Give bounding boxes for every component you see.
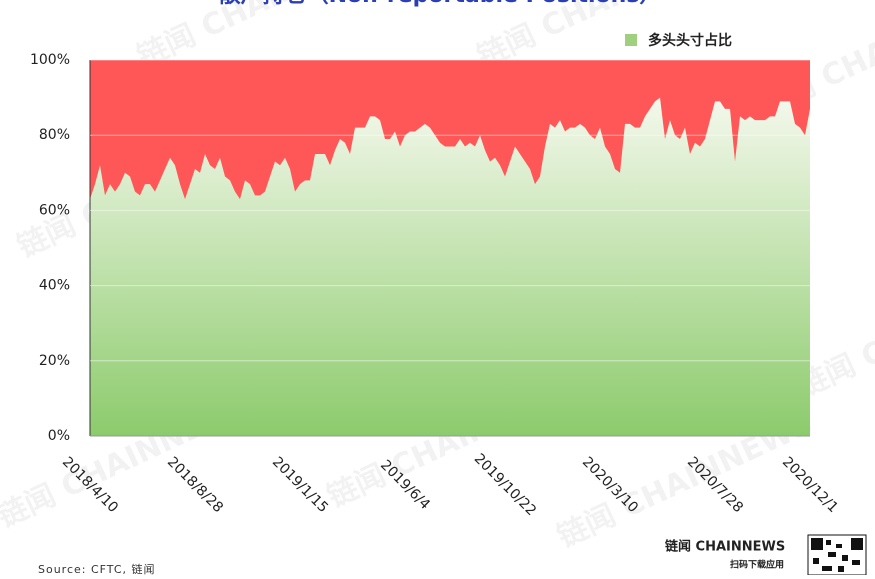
y-tick-label: 20% — [39, 353, 70, 369]
x-tick-label: 2019/10/22 — [471, 451, 539, 519]
y-tick-label: 80% — [39, 127, 70, 143]
y-tick-label: 0% — [48, 428, 70, 444]
qr-code — [807, 534, 867, 576]
x-tick-label: 2019/1/15 — [269, 454, 331, 516]
area — [90, 97, 810, 436]
y-tick-label: 40% — [39, 278, 70, 294]
legend-label: 多头头寸占比 — [648, 32, 732, 49]
y-tick-label: 100% — [30, 52, 70, 68]
x-tick-label: 2018/8/28 — [164, 454, 226, 516]
legend-swatch — [625, 34, 637, 46]
x-tick-label: 2020/12/1 — [779, 454, 841, 516]
source: Source: CFTC, 链闻 — [38, 562, 156, 575]
chart-title: 散户持仓（Non-reportable Positions） — [219, 0, 662, 8]
brand: 链闻 CHAINNEWS — [664, 539, 785, 555]
y-tick-label: 60% — [39, 202, 70, 218]
brand-sub: 扫码下载应用 — [730, 559, 784, 571]
